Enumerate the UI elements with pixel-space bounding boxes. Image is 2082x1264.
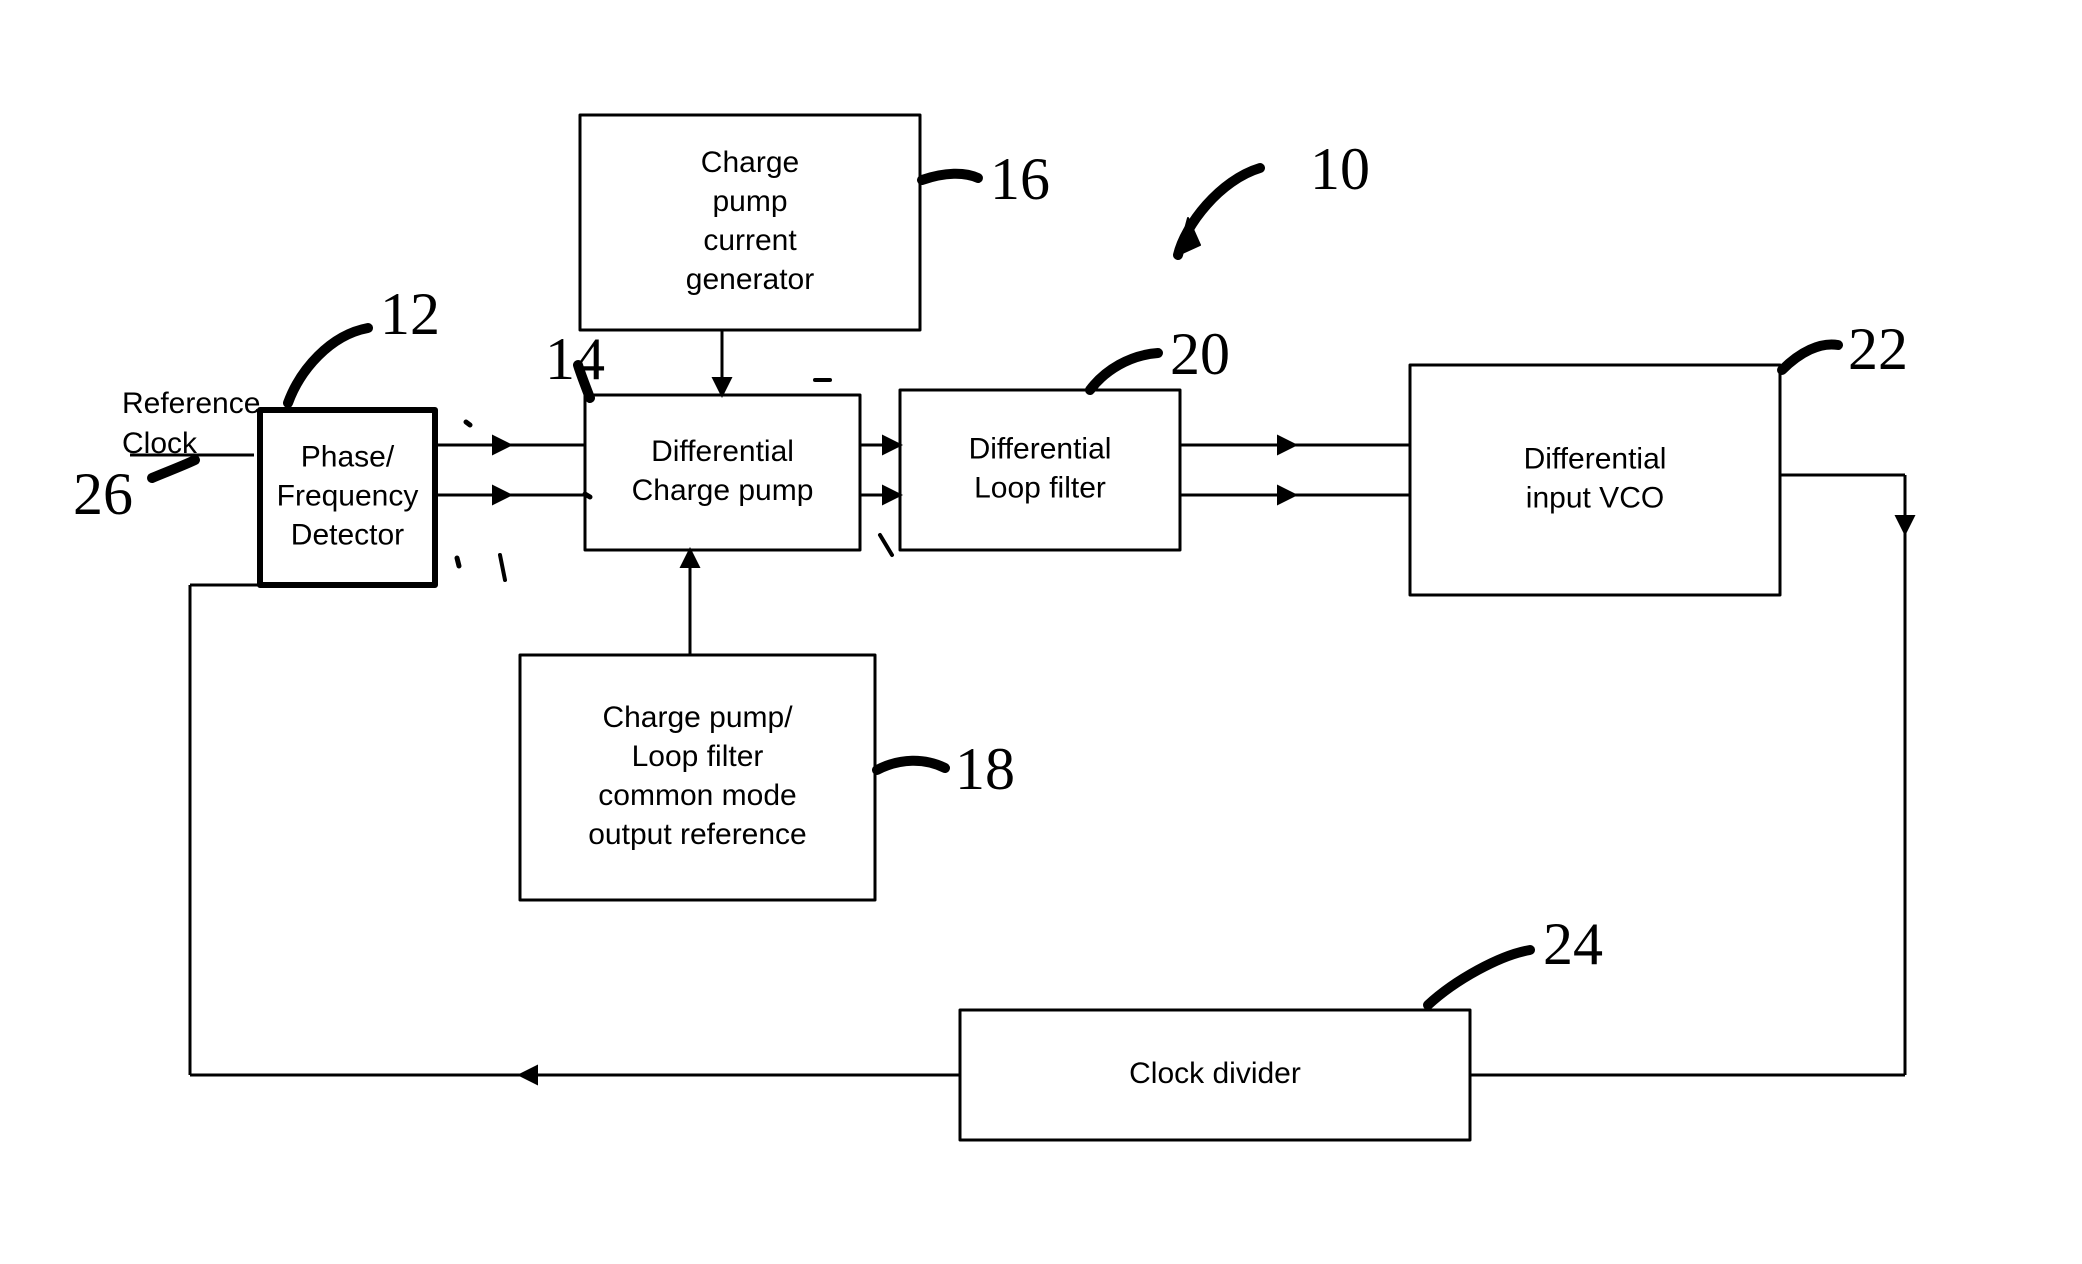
callout-label-24: 24 [1543, 911, 1603, 977]
block-pfd-line2: Detector [291, 518, 404, 551]
block-cpcur: Charge pump current generator [580, 115, 920, 330]
callout-label-26: 26 [73, 461, 133, 527]
callout-14: 14 [545, 326, 605, 398]
block-pfd-line1: Frequency [277, 479, 419, 512]
callout-20: 20 [1090, 321, 1230, 390]
callout-24: 24 [1428, 911, 1603, 1005]
callout-26: 26 [73, 460, 195, 527]
callout-label-22: 22 [1848, 316, 1908, 382]
block-cmref-line2: common mode [598, 779, 796, 812]
reference-clock-label-1: Reference [122, 387, 260, 420]
stray-dash6 [457, 558, 459, 566]
stray-dash3 [880, 535, 892, 555]
block-cpcur-line1: pump [712, 185, 787, 218]
callout-label-12: 12 [380, 281, 440, 347]
block-cmref-line1: Loop filter [632, 740, 764, 773]
stray-dash5 [585, 494, 590, 497]
stray-dash2 [500, 555, 505, 580]
block-vco-line1: input VCO [1526, 481, 1664, 514]
block-dlf-line1: Loop filter [974, 471, 1106, 504]
block-dcp: Differential Charge pump [585, 395, 860, 550]
block-dlf: Differential Loop filter [900, 390, 1180, 550]
block-clkdiv-line0: Clock divider [1129, 1057, 1301, 1090]
block-vco-line0: Differential [1524, 442, 1667, 475]
callout-18: 18 [877, 736, 1015, 802]
block-pfd-line0: Phase/ [301, 440, 395, 473]
block-pfd: Phase/Frequency Detector [260, 410, 435, 585]
callout-label-16: 16 [990, 146, 1050, 212]
callout-label-10: 10 [1310, 136, 1370, 202]
block-vco: Differential input VCO [1410, 365, 1780, 595]
callout-10: 10 [1178, 136, 1370, 255]
callout-12: 12 [288, 281, 440, 403]
block-cpcur-line3: generator [686, 263, 814, 296]
block-cmref-line0: Charge pump/ [602, 701, 793, 734]
block-cpcur-line2: current [703, 224, 797, 257]
block-cmref: Charge pump/Loop filter common mode output… [520, 655, 875, 900]
callout-16: 16 [922, 146, 1050, 212]
block-dcp-line0: Differential [651, 435, 794, 468]
block-dlf-line0: Differential [969, 432, 1112, 465]
block-clkdiv: Clock divider [960, 1010, 1470, 1140]
callout-label-18: 18 [955, 736, 1015, 802]
callout-22: 22 [1782, 316, 1908, 382]
stray-dash4 [466, 422, 470, 425]
block-cmref-line3: output reference [588, 818, 806, 851]
block-cpcur-line0: Charge [701, 146, 799, 179]
callout-label-14: 14 [545, 326, 605, 392]
block-dcp-line1: Charge pump [632, 474, 814, 507]
callout-label-20: 20 [1170, 321, 1230, 387]
